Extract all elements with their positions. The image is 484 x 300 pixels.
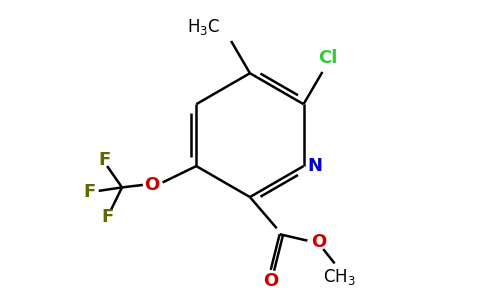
- Text: F: F: [84, 183, 96, 201]
- Text: $\mathregular{H_3C}$: $\mathregular{H_3C}$: [187, 17, 220, 37]
- Text: O: O: [144, 176, 159, 194]
- Text: N: N: [307, 157, 322, 175]
- Text: O: O: [311, 232, 326, 250]
- Text: Cl: Cl: [318, 49, 337, 67]
- Text: O: O: [263, 272, 278, 290]
- Text: $\mathregular{CH_3}$: $\mathregular{CH_3}$: [323, 267, 356, 287]
- Text: F: F: [101, 208, 113, 226]
- Text: F: F: [99, 151, 111, 169]
